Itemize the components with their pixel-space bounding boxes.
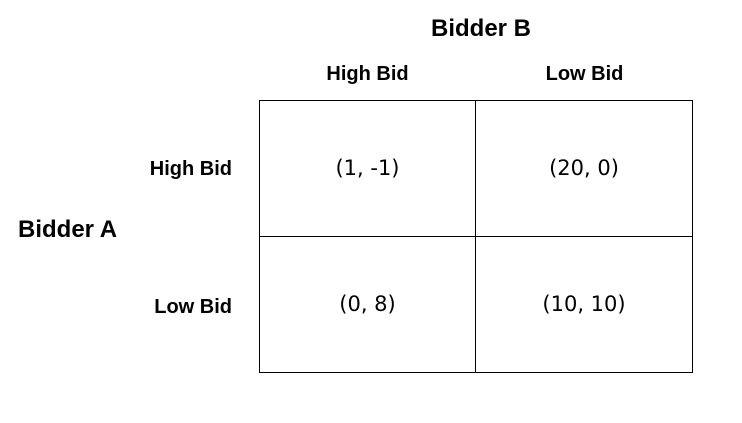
- row-strategy-high-bid: High Bid: [149, 158, 232, 180]
- payoff-matrix: (1, -1) (20, 0) (0, 8) (10, 10): [259, 100, 693, 373]
- column-strategy-low-bid: Low Bid: [545, 63, 624, 85]
- payoff-cell-low-low: (10, 10): [542, 292, 626, 317]
- row-player-label: Bidder A: [18, 216, 118, 243]
- payoff-cell-low-high: (0, 8): [260, 236, 476, 372]
- payoff-cell-high-low: (20, 0): [476, 101, 692, 237]
- payoff-cell-high-high: (1, -1): [260, 101, 476, 237]
- row-strategy-low-bid: Low Bid: [154, 296, 232, 318]
- column-player-label: Bidder B: [431, 15, 532, 42]
- column-strategy-high-bid: High Bid: [326, 63, 409, 85]
